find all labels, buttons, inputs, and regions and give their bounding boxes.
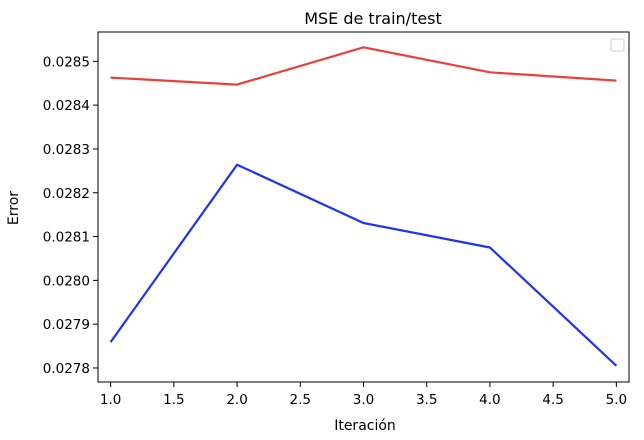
legend-box <box>610 38 625 52</box>
x-tick-label: 2.5 <box>290 392 311 408</box>
x-tick-label: 5.0 <box>606 392 627 408</box>
series-line-2 <box>109 163 618 367</box>
y-tick-label: 0.0284 <box>43 98 90 114</box>
x-tick-label: 1.5 <box>163 392 184 408</box>
chart-title: MSE de train/test <box>304 9 442 28</box>
x-tick-label: 1.0 <box>100 392 121 408</box>
x-tick-label: 3.0 <box>353 392 374 408</box>
x-tick-label: 2.0 <box>226 392 247 408</box>
y-tick-label: 0.0281 <box>43 230 90 246</box>
y-tick-label: 0.0278 <box>43 361 90 377</box>
y-tick-label: 0.0282 <box>43 186 90 202</box>
plot-frame <box>97 31 630 383</box>
y-tick-label: 0.0285 <box>43 54 90 70</box>
y-tick-label: 0.0279 <box>43 317 90 333</box>
x-tick-label: 4.0 <box>479 392 500 408</box>
x-axis-label: Iteración <box>334 418 396 434</box>
x-tick-label: 3.5 <box>416 392 437 408</box>
series-line-1 <box>110 46 617 86</box>
y-tick-label: 0.0283 <box>43 142 90 158</box>
y-tick-label: 0.0280 <box>43 273 90 289</box>
y-axis-label: Error <box>6 191 22 225</box>
x-tick-label: 4.5 <box>542 392 563 408</box>
plot-area: 1.0 1.5 2.0 2.5 3.0 3.5 4.0 4.5 5.0 0.0278 0.0279 0… <box>43 31 630 408</box>
